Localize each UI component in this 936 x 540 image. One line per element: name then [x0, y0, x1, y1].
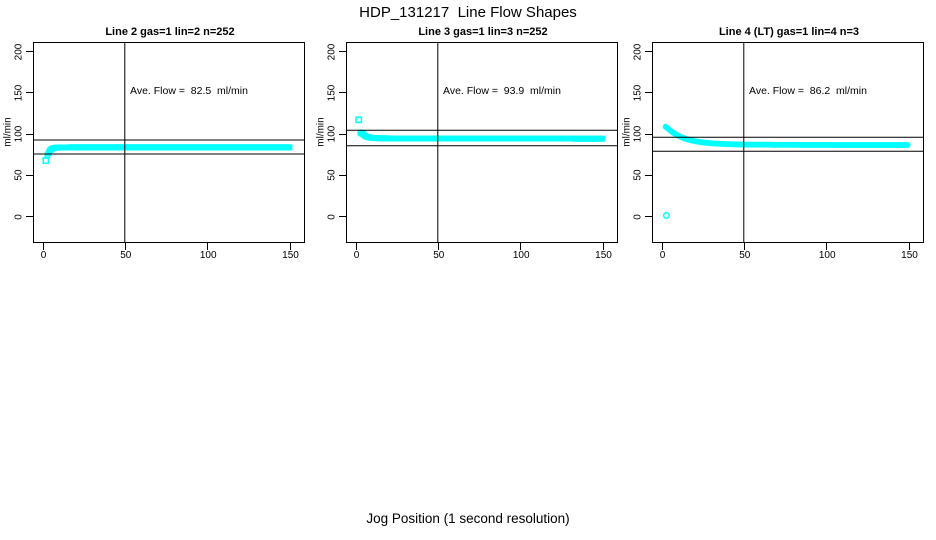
x-tick: [908, 243, 910, 250]
x-tick: [826, 243, 828, 250]
x-tick: [289, 243, 291, 250]
y-tick: [26, 133, 33, 135]
ave-flow-annotation: Ave. Flow = 82.5 ml/min: [130, 85, 248, 97]
x-tick: [42, 243, 44, 250]
x-tick: [355, 243, 357, 250]
x-tick: [437, 243, 439, 250]
y-tick-label: 50: [326, 169, 338, 181]
y-tick: [645, 174, 652, 176]
y-axis-label: ml/min: [621, 117, 633, 147]
y-tick-label: 150: [326, 84, 338, 102]
x-tick: [743, 243, 745, 250]
x-tick-label: 0: [353, 250, 360, 261]
y-tick: [645, 51, 652, 52]
plot-area: [34, 43, 304, 242]
y-tick-label: 100: [326, 125, 338, 143]
y-axis-label: ml/min: [2, 117, 14, 147]
x-tick-label: 150: [595, 250, 612, 261]
x-tick: [602, 243, 604, 250]
y-tick-label: 50: [13, 169, 25, 181]
y-tick: [339, 174, 346, 176]
y-tick-label: 200: [632, 43, 644, 60]
x-tick-label: 100: [512, 250, 530, 261]
x-tick-label: 50: [433, 250, 445, 261]
y-tick: [339, 51, 346, 52]
outlier-point: [355, 116, 363, 124]
x-tick-label: 100: [818, 250, 836, 261]
x-tick-label: 0: [659, 250, 666, 261]
x-tick: [520, 243, 522, 250]
y-tick: [26, 92, 33, 94]
y-tick: [26, 174, 33, 176]
y-tick-label: 100: [632, 125, 644, 143]
y-tick: [26, 216, 33, 217]
x-tick-label: 150: [282, 250, 299, 261]
x-tick-label: 50: [120, 250, 132, 261]
x-tick: [124, 243, 126, 250]
main-title: HDP_131217 Line Flow Shapes: [359, 4, 577, 21]
outlier-point: [42, 157, 50, 164]
y-tick: [339, 92, 346, 94]
y-tick: [645, 133, 652, 135]
y-tick-label: 0: [632, 213, 644, 220]
y-tick-label: 200: [13, 43, 25, 60]
ave-flow-annotation: Ave. Flow = 93.9 ml/min: [443, 85, 561, 97]
panel-title: Line 4 (LT) gas=1 lin=4 n=3: [718, 26, 860, 38]
flow-data-series: [357, 129, 606, 142]
flow-data-series: [44, 144, 293, 159]
ave-flow-annotation: Ave. Flow = 86.2 ml/min: [749, 85, 867, 97]
y-tick-label: 150: [13, 84, 25, 102]
flow-data-series: [662, 123, 911, 148]
x-tick-label: 150: [901, 250, 918, 261]
panel-title: Line 2 gas=1 lin=2 n=252: [105, 26, 235, 38]
panel-title: Line 3 gas=1 lin=3 n=252: [418, 26, 548, 38]
plot-area: [653, 43, 923, 242]
x-tick-label: 100: [199, 250, 217, 261]
y-tick-label: 0: [13, 213, 25, 220]
outlier-point: [662, 212, 670, 219]
x-tick-label: 50: [739, 250, 751, 261]
x-tick: [207, 243, 209, 250]
y-tick: [339, 216, 346, 217]
x-axis-label: Jog Position (1 second resolution): [366, 511, 570, 526]
y-tick-label: 0: [326, 213, 338, 220]
flow-panel-line3: Line 3 gas=1 lin=3 n=252 Ave. Flow = 93.9…: [316, 26, 618, 261]
plot-area: [347, 43, 617, 242]
y-tick-label: 150: [632, 84, 644, 102]
x-tick: [661, 243, 663, 250]
x-tick-label: 0: [40, 250, 47, 261]
y-tick-label: 100: [13, 125, 25, 143]
y-tick-label: 50: [632, 169, 644, 181]
flow-panel-line2: Line 2 gas=1 lin=2 n=252 Ave. Flow = 82.5…: [3, 26, 305, 261]
y-tick: [26, 51, 33, 52]
y-tick: [339, 133, 346, 135]
y-tick: [645, 92, 652, 94]
y-tick-label: 200: [326, 43, 338, 60]
y-tick: [645, 216, 652, 217]
y-axis-label: ml/min: [315, 117, 327, 147]
flow-panel-line4: Line 4 (LT) gas=1 lin=4 n=3 Ave. Flow = 8…: [622, 26, 924, 261]
